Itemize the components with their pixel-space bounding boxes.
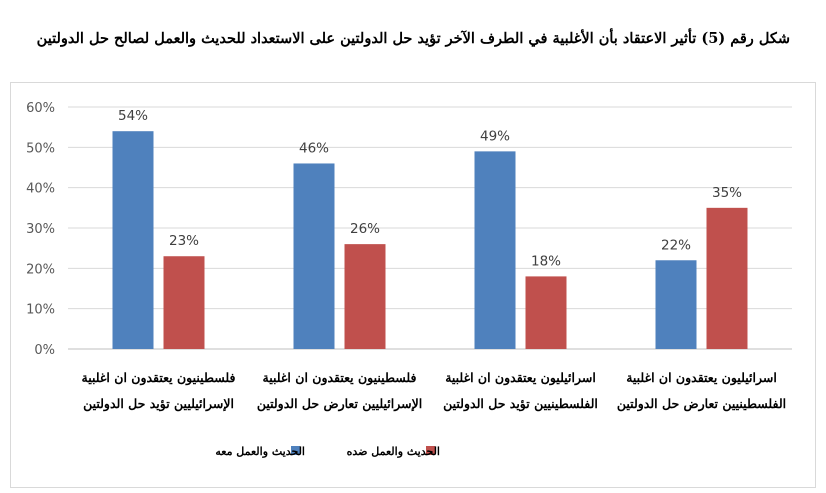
y-tick-label: 50% [26,141,55,156]
bar [163,256,205,349]
x-tick-label: الفلسطينيين تؤيد حل الدولتين [443,396,598,412]
bar [344,244,386,349]
data-labels: 54% 23% 46% 26% 49% 18% 22% 35% [118,108,742,269]
y-tick-label: 60% [26,101,55,116]
x-axis: فلسطينيون يعتقدون ان اغلبية الإسرائيليين … [82,370,787,412]
x-tick-label: فلسطينيون يعتقدون ان اغلبية [263,370,417,386]
bar [293,163,335,349]
y-tick-label: 10% [26,303,55,318]
data-label: 46% [299,140,329,156]
bar [655,260,697,349]
x-tick-label: اسرائيليون يعتقدون ان اغلبية [445,370,596,386]
bars [112,131,748,349]
y-axis: 0% 10% 20% 30% 40% 50% 60% [26,101,55,358]
x-tick-label: الإسرائيليين تؤيد حل الدولتين [83,396,234,412]
x-tick-label: فلسطينيون يعتقدون ان اغلبية [82,370,236,386]
bar [474,151,516,349]
legend-swatch [291,446,300,455]
y-tick-label: 30% [26,222,55,237]
legend-label: الحديث والعمل معه [215,445,305,458]
data-label: 54% [118,108,148,124]
legend: الحديث والعمل معه الحديث والعمل ضده [215,445,440,458]
figure-caption: شكل رقم (5) تأثير الاعتقاد بأن الأغلبية … [36,30,790,47]
legend-label: الحديث والعمل ضده [347,445,440,458]
x-tick-label: الفلسطينيين تعارض حل الدولتين [617,396,786,412]
y-tick-label: 0% [34,343,55,358]
data-label: 23% [169,233,199,249]
data-label: 35% [712,185,742,201]
data-label: 22% [661,237,691,253]
bar [706,207,748,349]
legend-swatch [426,446,435,455]
x-tick-label: اسرائيليون يعتقدون ان اغلبية [626,370,777,386]
bar [525,276,567,349]
y-tick-label: 40% [26,182,55,197]
data-label: 18% [531,253,561,269]
data-label: 26% [350,221,380,237]
x-tick-label: الإسرائيليين تعارض حل الدولتين [257,396,422,412]
data-label: 49% [480,128,510,144]
y-tick-label: 20% [26,262,55,277]
bar [112,131,154,349]
